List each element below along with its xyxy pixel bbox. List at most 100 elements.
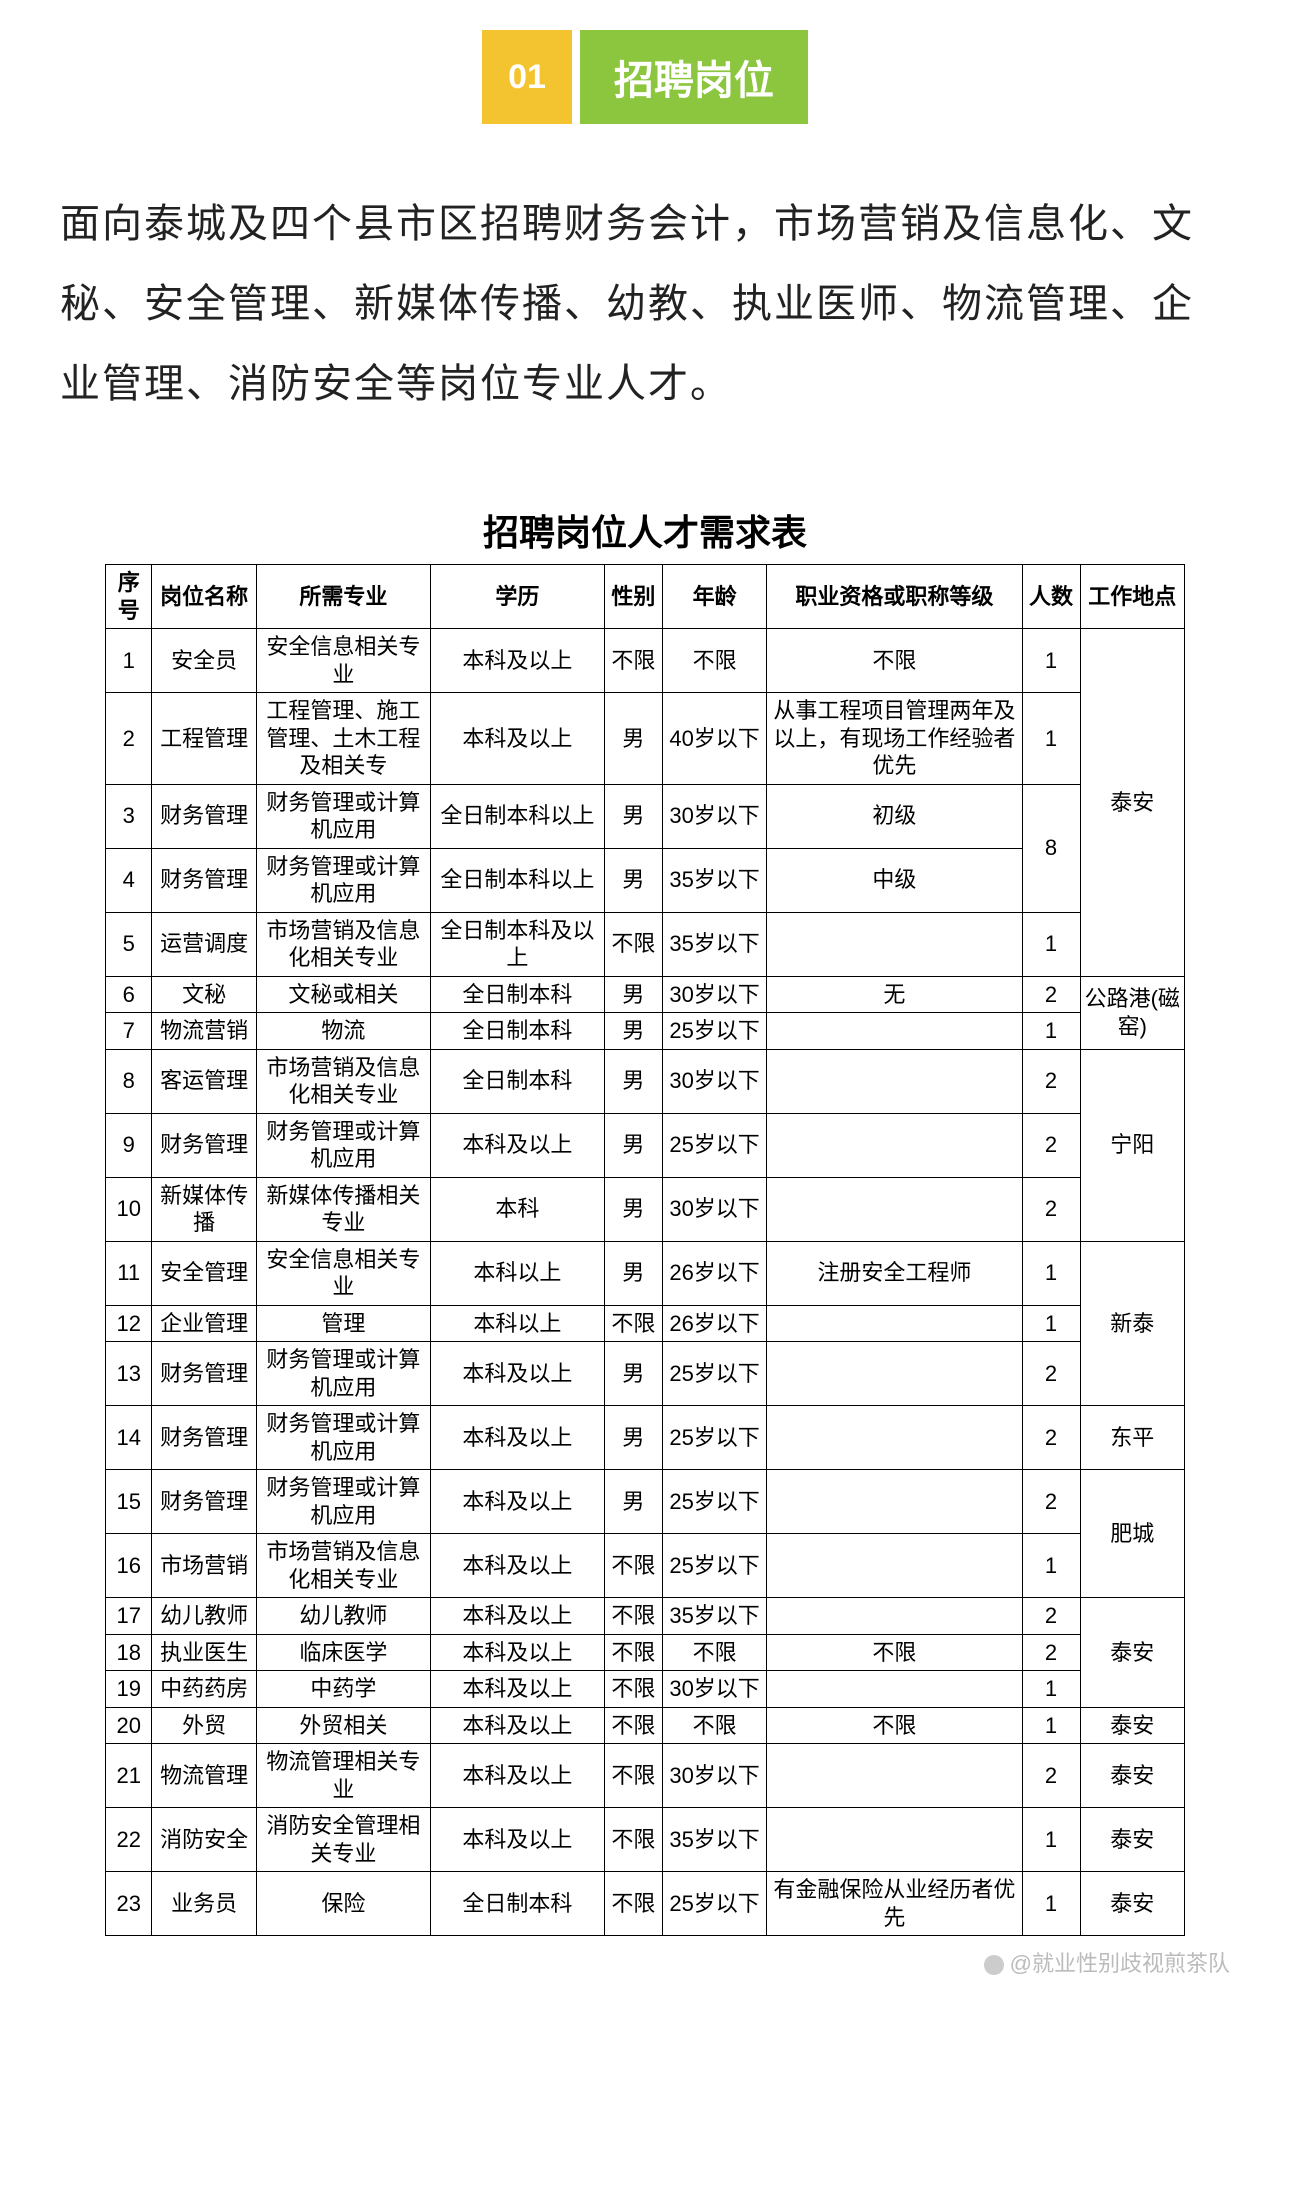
table-cell: 中药学 bbox=[256, 1671, 430, 1708]
table-cell: 从事工程项目管理两年及以上，有现场工作经验者优先 bbox=[767, 693, 1022, 785]
table-cell: 4 bbox=[106, 848, 152, 912]
table-cell: 泰安 bbox=[1080, 629, 1184, 977]
table-cell: 不限 bbox=[604, 1305, 662, 1342]
table-cell: 客运管理 bbox=[152, 1049, 256, 1113]
table-cell: 财务管理 bbox=[152, 1470, 256, 1534]
table-row: 18执业医生临床医学本科及以上不限不限不限2 bbox=[106, 1634, 1185, 1671]
table-cell: 1 bbox=[106, 629, 152, 693]
table-cell: 工程管理、施工管理、土木工程及相关专 bbox=[256, 693, 430, 785]
table-cell: 泰安 bbox=[1080, 1598, 1184, 1708]
table-cell: 不限 bbox=[767, 1634, 1022, 1671]
table-cell: 25岁以下 bbox=[662, 1534, 766, 1598]
table-cell bbox=[767, 912, 1022, 976]
table-cell: 财务管理或计算机应用 bbox=[256, 848, 430, 912]
table-cell: 1 bbox=[1022, 1013, 1080, 1050]
table-cell: 物流 bbox=[256, 1013, 430, 1050]
table-cell bbox=[767, 1406, 1022, 1470]
table-cell: 男 bbox=[604, 1406, 662, 1470]
table-cell: 不限 bbox=[767, 1707, 1022, 1744]
table-cell: 本科及以上 bbox=[430, 1406, 604, 1470]
table-cell: 幼儿教师 bbox=[152, 1598, 256, 1635]
table-cell: 文秘 bbox=[152, 976, 256, 1013]
table-cell: 不限 bbox=[662, 1707, 766, 1744]
table-cell: 22 bbox=[106, 1808, 152, 1872]
table-cell: 财务管理 bbox=[152, 784, 256, 848]
table-cell: 本科及以上 bbox=[430, 629, 604, 693]
table-row: 17幼儿教师幼儿教师本科及以上不限35岁以下2泰安 bbox=[106, 1598, 1185, 1635]
table-cell: 执业医生 bbox=[152, 1634, 256, 1671]
table-cell: 不限 bbox=[662, 629, 766, 693]
table-cell: 18 bbox=[106, 1634, 152, 1671]
table-row: 6文秘文秘或相关全日制本科男30岁以下无2公路港(磁窑) bbox=[106, 976, 1185, 1013]
table-cell: 泰安 bbox=[1080, 1872, 1184, 1936]
table-cell: 财务管理或计算机应用 bbox=[256, 784, 430, 848]
table-cell: 财务管理 bbox=[152, 848, 256, 912]
table-cell: 市场营销及信息化相关专业 bbox=[256, 912, 430, 976]
col-header: 年龄 bbox=[662, 565, 766, 629]
table-cell: 15 bbox=[106, 1470, 152, 1534]
table-cell: 35岁以下 bbox=[662, 1808, 766, 1872]
table-cell: 外贸相关 bbox=[256, 1707, 430, 1744]
table-row: 5运营调度市场营销及信息化相关专业全日制本科及以上不限35岁以下1 bbox=[106, 912, 1185, 976]
table-cell: 本科及以上 bbox=[430, 1342, 604, 1406]
table-cell: 26岁以下 bbox=[662, 1241, 766, 1305]
table-cell: 1 bbox=[1022, 912, 1080, 976]
table-cell bbox=[767, 1305, 1022, 1342]
table-cell: 23 bbox=[106, 1872, 152, 1936]
table-cell: 物流管理 bbox=[152, 1744, 256, 1808]
table-cell: 16 bbox=[106, 1534, 152, 1598]
table-cell: 男 bbox=[604, 1342, 662, 1406]
table-cell: 财务管理 bbox=[152, 1406, 256, 1470]
section-title: 招聘岗位 bbox=[580, 30, 808, 124]
table-cell: 2 bbox=[1022, 1177, 1080, 1241]
table-row: 16市场营销市场营销及信息化相关专业本科及以上不限25岁以下1 bbox=[106, 1534, 1185, 1598]
table-cell: 不限 bbox=[767, 629, 1022, 693]
table-cell: 新媒体传播 bbox=[152, 1177, 256, 1241]
table-cell: 30岁以下 bbox=[662, 1177, 766, 1241]
table-row: 3财务管理财务管理或计算机应用全日制本科以上男30岁以下初级8 bbox=[106, 784, 1185, 848]
table-cell: 40岁以下 bbox=[662, 693, 766, 785]
table-cell: 2 bbox=[1022, 1406, 1080, 1470]
table-cell: 30岁以下 bbox=[662, 784, 766, 848]
table-cell: 肥城 bbox=[1080, 1470, 1184, 1598]
table-cell: 消防安全管理相关专业 bbox=[256, 1808, 430, 1872]
table-cell: 35岁以下 bbox=[662, 912, 766, 976]
table-cell: 有金融保险从业经历者优先 bbox=[767, 1872, 1022, 1936]
table-cell: 泰安 bbox=[1080, 1707, 1184, 1744]
table-cell: 物流管理相关专业 bbox=[256, 1744, 430, 1808]
table-cell: 安全信息相关专业 bbox=[256, 1241, 430, 1305]
table-cell: 不限 bbox=[604, 1671, 662, 1708]
table-cell: 无 bbox=[767, 976, 1022, 1013]
table-cell bbox=[767, 1049, 1022, 1113]
table-cell: 东平 bbox=[1080, 1406, 1184, 1470]
table-cell: 本科及以上 bbox=[430, 1634, 604, 1671]
table-cell: 不限 bbox=[604, 1598, 662, 1635]
table-cell: 中药药房 bbox=[152, 1671, 256, 1708]
table-cell: 2 bbox=[1022, 1113, 1080, 1177]
table-cell: 不限 bbox=[662, 1634, 766, 1671]
table-cell: 35岁以下 bbox=[662, 848, 766, 912]
table-cell: 男 bbox=[604, 1049, 662, 1113]
table-cell: 25岁以下 bbox=[662, 1113, 766, 1177]
table-cell: 男 bbox=[604, 784, 662, 848]
table-cell: 2 bbox=[1022, 1342, 1080, 1406]
table-cell: 临床医学 bbox=[256, 1634, 430, 1671]
table-row: 11安全管理安全信息相关专业本科以上男26岁以下注册安全工程师1新泰 bbox=[106, 1241, 1185, 1305]
col-header: 工作地点 bbox=[1080, 565, 1184, 629]
table-cell: 19 bbox=[106, 1671, 152, 1708]
section-number: 01 bbox=[482, 30, 572, 124]
table-row: 20外贸外贸相关本科及以上不限不限不限1泰安 bbox=[106, 1707, 1185, 1744]
table-cell: 新媒体传播相关专业 bbox=[256, 1177, 430, 1241]
table-cell: 管理 bbox=[256, 1305, 430, 1342]
table-cell: 本科及以上 bbox=[430, 1113, 604, 1177]
table-cell: 公路港(磁窑) bbox=[1080, 976, 1184, 1049]
table-cell: 财务管理或计算机应用 bbox=[256, 1470, 430, 1534]
table-cell: 1 bbox=[1022, 629, 1080, 693]
table-cell: 25岁以下 bbox=[662, 1406, 766, 1470]
table-cell: 25岁以下 bbox=[662, 1470, 766, 1534]
table-cell: 不限 bbox=[604, 1534, 662, 1598]
table-cell: 男 bbox=[604, 693, 662, 785]
table-row: 9财务管理财务管理或计算机应用本科及以上男25岁以下2 bbox=[106, 1113, 1185, 1177]
table-cell: 7 bbox=[106, 1013, 152, 1050]
table-cell: 13 bbox=[106, 1342, 152, 1406]
